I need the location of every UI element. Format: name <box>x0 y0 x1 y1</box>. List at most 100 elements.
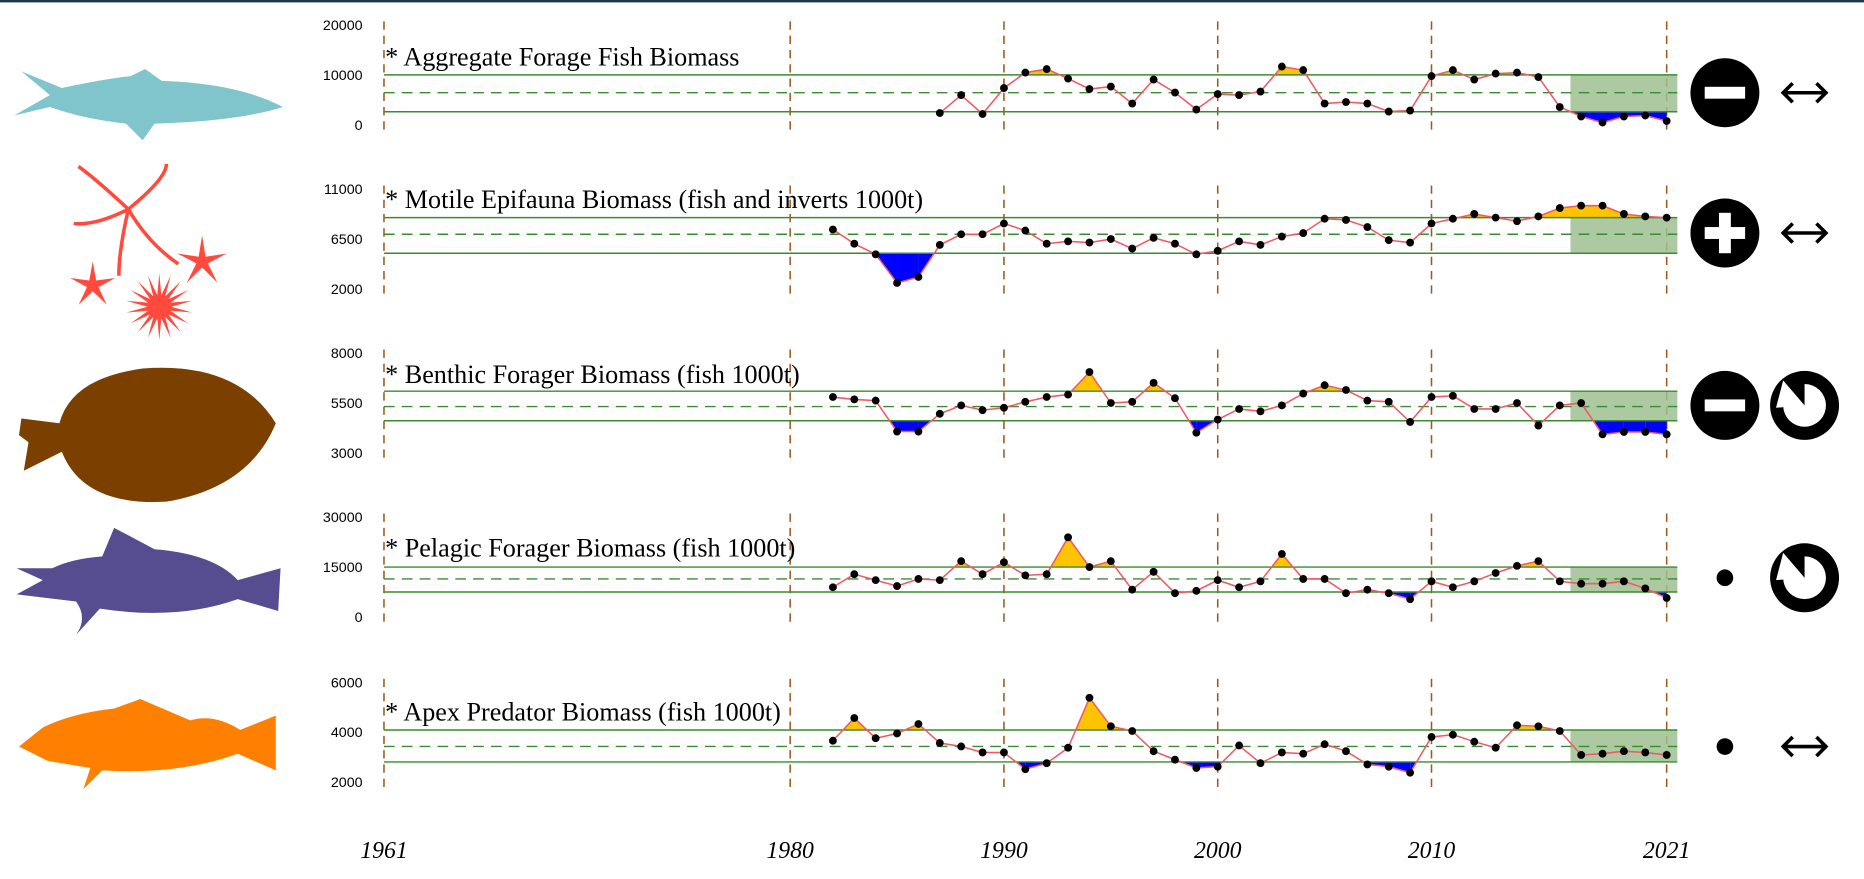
data-point <box>1277 401 1286 410</box>
exceedance-fill <box>1645 111 1667 122</box>
data-point <box>1491 69 1500 78</box>
exceedance-fill <box>1581 205 1603 218</box>
data-point <box>1213 415 1222 424</box>
data-point <box>978 406 987 415</box>
y-tick-label: 2000 <box>331 775 363 791</box>
data-point <box>1384 762 1393 771</box>
data-point <box>1619 577 1628 586</box>
panel-title: * Pelagic Forager Biomass (fish 1000t) <box>385 533 795 562</box>
apex-fish-icon <box>19 699 276 790</box>
data-point <box>1406 768 1415 777</box>
data-point <box>1192 586 1201 595</box>
data-point <box>1213 762 1222 771</box>
data-point <box>871 250 880 259</box>
data-point <box>1513 68 1521 77</box>
data-point <box>1662 430 1671 439</box>
data-point <box>871 576 880 585</box>
status-icon <box>1716 738 1734 755</box>
panel-title: * Benthic Forager Biomass (fish 1000t) <box>385 360 800 389</box>
y-tick-label: 11000 <box>324 182 363 198</box>
data-point <box>1384 107 1393 116</box>
data-point <box>1598 201 1607 210</box>
data-point <box>1384 236 1393 245</box>
data-point <box>893 582 901 591</box>
exceedance-fill <box>1602 420 1624 435</box>
panel-title: * Apex Predator Biomass (fish 1000t) <box>385 697 781 726</box>
data-point <box>1021 571 1030 580</box>
data-point <box>978 570 987 579</box>
data-point <box>1534 73 1543 82</box>
data-point <box>1555 401 1564 410</box>
exceedance-fill <box>897 420 919 432</box>
data-point <box>1513 399 1521 407</box>
pelagic-fish-icon <box>16 527 281 635</box>
status-icon <box>1704 399 1746 412</box>
panel-title: * Aggregate Forage Fish Biomass <box>385 42 739 71</box>
exceedance-fill <box>904 723 919 730</box>
exceedance-fill <box>1623 420 1646 432</box>
data-point <box>1021 226 1030 235</box>
data-point <box>1320 214 1329 223</box>
y-tick-label: 4000 <box>331 725 363 741</box>
panel: 0 15000 30000 * Pelagic Forager Biomass (fi… <box>323 510 1678 626</box>
epifauna-icon <box>73 163 180 276</box>
data-point <box>1384 589 1393 598</box>
panel: 2000 4000 6000 * Apex Predator Biomass (fis… <box>331 675 1678 791</box>
data-point <box>1555 577 1564 586</box>
exceedance-fill <box>1388 761 1411 773</box>
data-point <box>1470 577 1479 586</box>
data-point <box>1619 210 1628 218</box>
data-point <box>828 583 837 592</box>
data-point <box>828 225 837 234</box>
data-point <box>1299 66 1308 75</box>
data-point <box>1513 721 1521 730</box>
data-point <box>893 279 901 287</box>
data-point <box>1128 727 1137 735</box>
y-tick-label: 30000 <box>323 510 363 526</box>
data-point <box>978 230 987 239</box>
data-point <box>1662 213 1671 222</box>
icons <box>14 58 1840 790</box>
panel: 0 10000 20000 * Aggregate Forage Fish Bioma… <box>323 18 1678 134</box>
data-point <box>1277 232 1286 241</box>
data-point <box>1192 428 1201 437</box>
data-point <box>1384 397 1393 406</box>
data-point <box>1042 239 1051 248</box>
data-point <box>1149 567 1158 576</box>
exceedance-fill <box>897 253 919 283</box>
data-point <box>1085 368 1094 376</box>
data-point <box>1235 741 1244 750</box>
data-point <box>1000 558 1008 567</box>
data-point <box>1106 557 1115 566</box>
data-point <box>957 91 966 99</box>
flatfish-icon <box>19 367 276 503</box>
data-point <box>1171 88 1179 97</box>
data-point <box>1171 394 1179 403</box>
data-point <box>1342 386 1350 394</box>
data-point <box>1342 589 1350 598</box>
data-point <box>893 729 901 738</box>
data-point <box>1256 407 1265 416</box>
data-point <box>1491 405 1500 413</box>
data-point <box>1064 743 1072 752</box>
data-point <box>1106 82 1115 91</box>
status-icon <box>1718 212 1731 254</box>
data-point <box>1534 212 1543 221</box>
data-point <box>978 748 987 757</box>
data-point <box>1192 105 1201 114</box>
data-point <box>1149 378 1158 387</box>
data-point <box>1213 576 1222 585</box>
data-point <box>1277 550 1286 558</box>
exceedance-fill <box>1559 205 1582 218</box>
data-point <box>1662 594 1671 602</box>
data-point <box>1342 216 1350 224</box>
data-point <box>1000 403 1008 412</box>
data-point <box>1064 533 1072 542</box>
data-point <box>1256 240 1265 249</box>
data-point <box>1320 381 1329 390</box>
data-point <box>1342 747 1350 756</box>
top-bar <box>0 0 1864 3</box>
data-point <box>1513 561 1521 570</box>
data-point <box>1106 235 1115 243</box>
